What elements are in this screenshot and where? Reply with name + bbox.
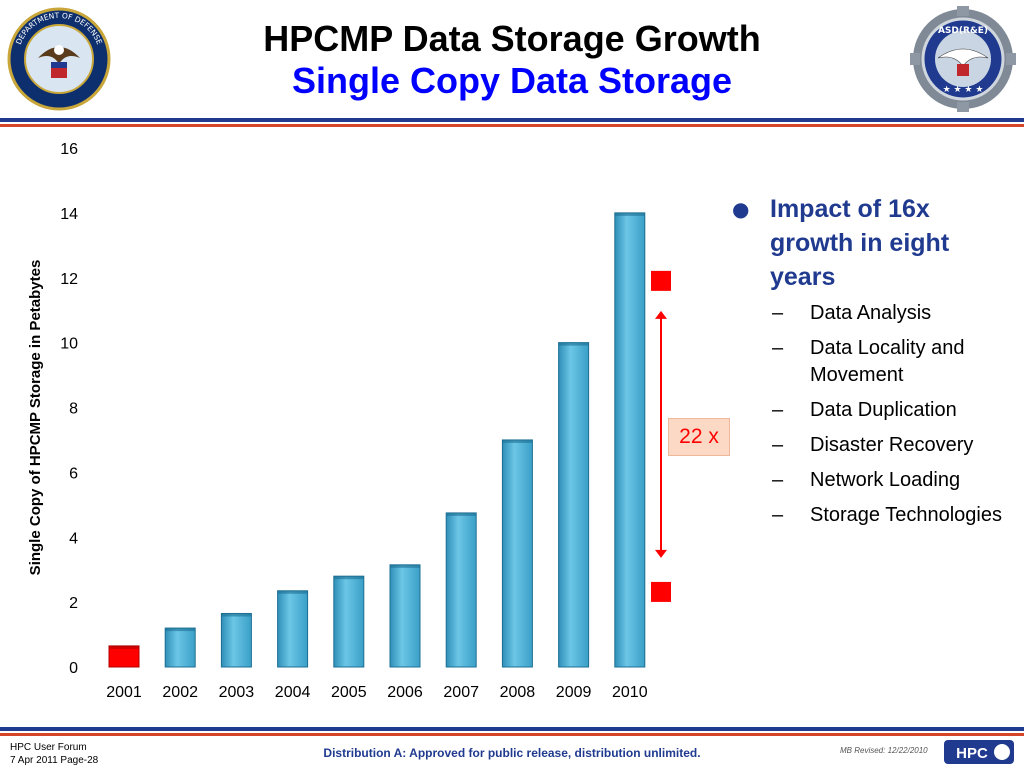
bar-top-edge (277, 590, 308, 594)
hpc-logo-text: HPC (956, 745, 988, 762)
hpc-logo: HPC (944, 740, 1014, 764)
x-tick-label: 2003 (219, 684, 255, 701)
main-bullet-text: Impact of 16x growth in eight years (770, 195, 950, 291)
y-tick-label: 2 (69, 595, 78, 612)
bar-2007 (445, 512, 477, 668)
high-marker-square (651, 270, 671, 291)
page-title: HPCMP Data Storage Growth (263, 18, 761, 59)
arrow-head-down (655, 549, 667, 558)
y-tick-label: 14 (60, 206, 78, 223)
bar-2008 (501, 439, 533, 668)
x-tick-label: 2007 (443, 684, 479, 701)
y-axis-label: Single Copy of HPCMP Storage in Petabyte… (27, 260, 44, 576)
title-block: HPCMP Data Storage Growth Single Copy Da… (150, 18, 874, 102)
sub-bullet: – Data Locality and Movement (730, 335, 1020, 389)
low-marker-square (651, 581, 671, 602)
bar-2003 (220, 612, 252, 668)
revision-note: MB Revised: 12/22/2010 (840, 746, 928, 755)
bar-top-edge (390, 564, 420, 568)
sub-bullet-text: Network Loading (810, 469, 961, 491)
sub-bullet-dash: – (772, 337, 784, 359)
bar-top-edge (558, 342, 589, 346)
sub-bullet-text: Storage Technologies (810, 504, 1002, 526)
bar-2001 (108, 645, 140, 668)
x-tick-label: 2009 (556, 684, 592, 701)
bar-2009 (558, 342, 590, 668)
sub-bullet-text: Disaster Recovery (810, 434, 974, 456)
impact-bullets: ● Impact of 16x growth in eight years – D… (730, 192, 1020, 537)
main-bullet: ● Impact of 16x growth in eight years (730, 192, 1020, 294)
sub-bullet-list: – Data Analysis – Data Locality and Movemen… (730, 300, 1020, 529)
y-tick-label: 0 (69, 660, 78, 677)
bullet-dot-icon: ● (732, 197, 750, 221)
bar-top-edge (446, 512, 477, 516)
bar-2005 (333, 575, 365, 668)
bar-top-edge (502, 439, 533, 443)
distribution-statement: Distribution A: Approved for public rele… (323, 746, 701, 760)
sub-bullet-text: Data Duplication (810, 399, 957, 421)
bar-top-edge (165, 628, 196, 632)
y-tick-label: 10 (60, 336, 78, 353)
dod-seal-logo: DEPARTMENT OF DEFENSE (7, 7, 111, 111)
growth-markers (651, 270, 671, 602)
sub-bullet: – Storage Technologies (730, 502, 1020, 529)
svg-text:★ ★ ★ ★: ★ ★ ★ ★ (943, 85, 984, 95)
sub-bullet-dash: – (772, 504, 784, 526)
x-tick-label: 2004 (275, 684, 311, 701)
sub-bullet-dash: – (772, 469, 784, 491)
sub-bullet: – Data Duplication (730, 397, 1020, 424)
footer-left: HPC User Forum 7 Apr 2011 Page-28 (10, 741, 98, 767)
bar-2006 (389, 564, 421, 668)
asd-logo-text: ASD(R&E) (938, 26, 988, 36)
sub-bullet-text: Data Locality and Movement (810, 337, 965, 386)
footer-rule-blue (0, 727, 1024, 731)
x-tick-label: 2001 (106, 684, 142, 701)
y-tick-label: 16 (60, 141, 78, 158)
y-tick-label: 8 (69, 401, 78, 418)
footer-event: HPC User Forum (10, 742, 87, 753)
sub-bullet-dash: – (772, 399, 784, 421)
x-tick-label: 2010 (612, 684, 648, 701)
sub-bullet-dash: – (772, 434, 784, 456)
y-axis-ticks: 0 2 4 6 8 10 12 14 16 (60, 141, 78, 677)
bar-2004 (277, 590, 309, 668)
growth-annotation: 22 x (668, 418, 730, 456)
bar-top-edge (221, 613, 252, 617)
bar-top-edge (333, 576, 364, 580)
y-tick-label: 4 (69, 530, 78, 547)
header-rule-red (0, 124, 1024, 127)
page-subtitle: Single Copy Data Storage (291, 60, 733, 101)
x-tick-label: 2006 (387, 684, 423, 701)
footer-rule-red (0, 733, 1024, 736)
bar-series (108, 212, 646, 668)
bar-top-edge (109, 645, 139, 649)
bar-2010 (614, 212, 646, 668)
sub-bullet-dash: – (772, 302, 784, 324)
arrow-head-up (655, 310, 667, 319)
y-tick-label: 12 (60, 271, 78, 288)
footer-date-page: 7 Apr 2011 Page-28 (10, 755, 99, 766)
x-tick-label: 2008 (500, 684, 536, 701)
x-tick-label: 2002 (162, 684, 198, 701)
asd-seal-logo: ASD(R&E) ★ ★ ★ ★ (910, 6, 1016, 112)
sub-bullet-text: Data Analysis (810, 302, 932, 324)
sub-bullet: – Disaster Recovery (730, 432, 1020, 459)
x-tick-label: 2005 (331, 684, 367, 701)
sub-bullet: – Network Loading (730, 467, 1020, 494)
sub-bullet: – Data Analysis (730, 300, 1020, 327)
bar-top-edge (614, 212, 645, 216)
y-tick-label: 6 (69, 465, 78, 482)
header-rule-blue (0, 118, 1024, 122)
x-axis-ticks: 2001 2002 2003 2004 2005 2006 2007 2008 2009 2010 (106, 684, 647, 701)
bar-2002 (164, 627, 196, 668)
